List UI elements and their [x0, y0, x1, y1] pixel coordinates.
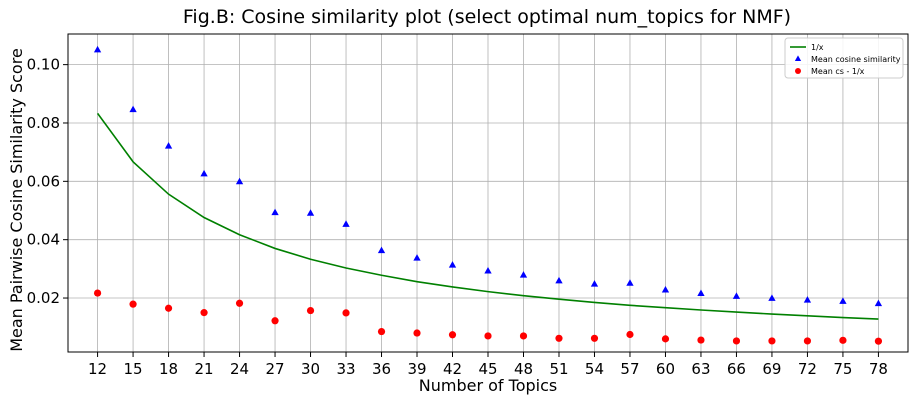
mean-cosine-similarity-point: [200, 169, 208, 177]
x-tick-label: 33: [336, 360, 355, 378]
mean-cosine-similarity-point: [803, 296, 812, 303]
x-axis-label: Number of Topics: [419, 376, 557, 395]
x-tick-label: 75: [833, 360, 852, 378]
y-tick-label: 0.02: [27, 289, 60, 307]
chart-title: Fig.B: Cosine similarity plot (select op…: [183, 6, 791, 28]
x-tick-label: 24: [230, 360, 249, 378]
mean-cosine-similarity-point: [413, 254, 421, 261]
mean-cosine-similarity-point: [448, 261, 457, 268]
mean-cs-minus-1-over-x-point: [697, 336, 705, 344]
mean-cosine-similarity-point: [129, 105, 137, 113]
mean-cosine-similarity-point: [93, 45, 102, 53]
mean-cs-minus-1-over-x-point: [377, 327, 386, 336]
mean-cs-minus-1-over-x-point: [626, 330, 634, 339]
legend-label: Mean cosine similarity: [811, 55, 901, 64]
legend: 1/x Mean cosine similarity Mean cs - 1/x: [784, 37, 904, 79]
x-tick-label: 54: [585, 360, 604, 378]
mean-cs-minus-1-over-x-point: [484, 332, 492, 340]
x-tick-label: 60: [656, 360, 675, 378]
x-tick-label: 27: [265, 360, 284, 378]
mean-cosine-similarity-point: [377, 246, 386, 254]
mean-cosine-similarity-point: [519, 271, 528, 278]
y-axis-label: Mean Pairwise Cosine Similarity Score: [7, 48, 26, 352]
mean-cs-minus-1-over-x-point: [271, 317, 279, 325]
x-tick-label: 30: [301, 360, 320, 378]
mean-cs-minus-1-over-x-point: [803, 337, 812, 345]
mean-cs-minus-1-over-x-point: [555, 334, 563, 342]
mean-cosine-similarity-point: [271, 208, 279, 216]
mean-cs-minus-1-over-x-point: [839, 336, 847, 344]
x-tick-label: 45: [478, 360, 497, 378]
mean-cs-minus-1-over-x-point: [342, 309, 350, 317]
legend-label: 1/x: [811, 43, 824, 52]
mean-cs-minus-1-over-x-point: [306, 306, 315, 315]
x-tick-label: 18: [159, 360, 178, 378]
mean-cs-minus-1-over-x-point: [519, 332, 528, 340]
mean-cosine-similarity-point: [732, 292, 741, 299]
x-tick-label: 42: [443, 360, 462, 378]
mean-cosine-similarity-point: [874, 299, 883, 307]
x-tick-label: 63: [691, 360, 710, 378]
x-tick-label: 72: [798, 360, 817, 378]
mean-cosine-similarity-point: [768, 294, 776, 301]
line-series-layer: [96, 112, 879, 320]
mean-cs-minus-1-over-x-point: [874, 337, 883, 345]
y-tick-label: 0.08: [27, 114, 60, 132]
mean-cs-minus-1-over-x-point: [413, 329, 421, 337]
series-line-1-over-x: [96, 112, 879, 320]
mean-cs-minus-1-over-x-point: [768, 337, 776, 345]
mean-cs-minus-1-over-x-point: [661, 335, 670, 343]
mean-cs-minus-1-over-x-point: [235, 299, 244, 307]
mean-cosine-similarity-point: [697, 289, 705, 296]
mean-cosine-similarity-point: [342, 220, 350, 227]
x-tick-label: 69: [762, 360, 781, 378]
grid: [68, 34, 908, 352]
mean-cs-minus-1-over-x-point: [732, 337, 741, 345]
legend-box: [784, 37, 904, 79]
x-tick-label: 39: [407, 360, 426, 378]
x-tick-label: 48: [514, 360, 533, 378]
legend-swatch-circle: [795, 68, 801, 74]
x-tick-label: 36: [372, 360, 391, 378]
mean-cosine-similarity-point: [661, 285, 670, 293]
marker-series-layer: [93, 45, 883, 345]
mean-cosine-similarity-point: [590, 280, 599, 287]
x-tick-label: 12: [88, 360, 107, 378]
legend-swatch-triangle: [794, 55, 802, 61]
x-tick-label: 66: [727, 360, 746, 378]
x-tick-label: 21: [195, 360, 214, 378]
x-tick-label: 57: [620, 360, 639, 378]
mean-cosine-similarity-point: [484, 266, 492, 274]
x-tick-label: 78: [869, 360, 888, 378]
tick-layer: 12 15 18 21 24 27 30 33 36 39 42 45 48 51 54 57 60 63 66 69…: [27, 56, 888, 378]
mean-cosine-similarity-point: [626, 279, 634, 286]
mean-cosine-similarity-point: [839, 297, 847, 304]
mean-cosine-similarity-point: [306, 209, 315, 216]
mean-cs-minus-1-over-x-point: [164, 304, 173, 312]
mean-cosine-similarity-point: [235, 177, 244, 185]
x-tick-label: 51: [549, 360, 568, 378]
y-tick-label: 0.10: [27, 56, 60, 74]
mean-cs-minus-1-over-x-point: [129, 300, 137, 308]
legend-label: Mean cs - 1/x: [811, 67, 865, 76]
mean-cosine-similarity-point: [164, 142, 173, 149]
mean-cs-minus-1-over-x-point: [590, 334, 599, 342]
mean-cs-minus-1-over-x-point: [200, 309, 208, 317]
mean-cosine-similarity-point: [555, 276, 563, 284]
y-tick-label: 0.06: [27, 172, 60, 190]
mean-cs-minus-1-over-x-point: [93, 289, 102, 297]
plot-frame: [67, 33, 909, 353]
x-tick-label: 15: [124, 360, 143, 378]
mean-cs-minus-1-over-x-point: [448, 331, 457, 339]
y-tick-label: 0.04: [27, 231, 60, 249]
